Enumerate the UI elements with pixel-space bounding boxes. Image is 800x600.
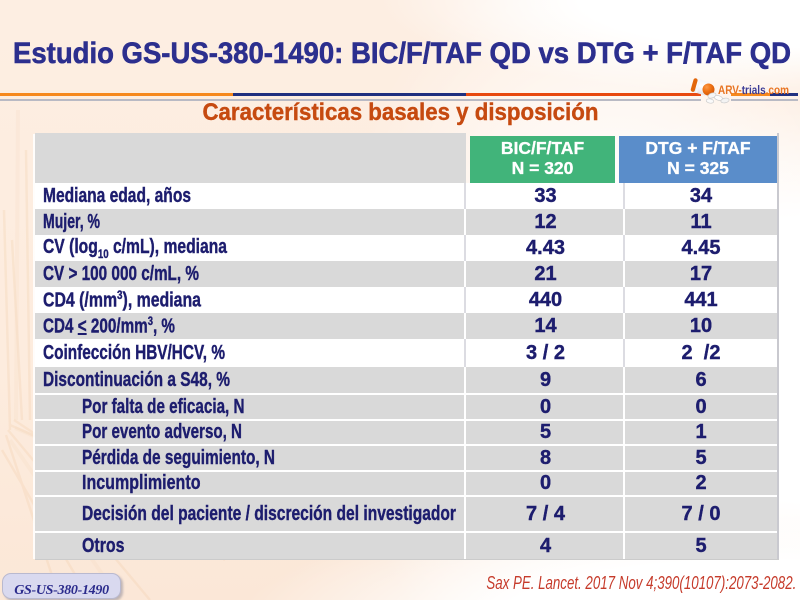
svg-text:ARV-trials.com: ARV-trials.com (718, 85, 789, 97)
